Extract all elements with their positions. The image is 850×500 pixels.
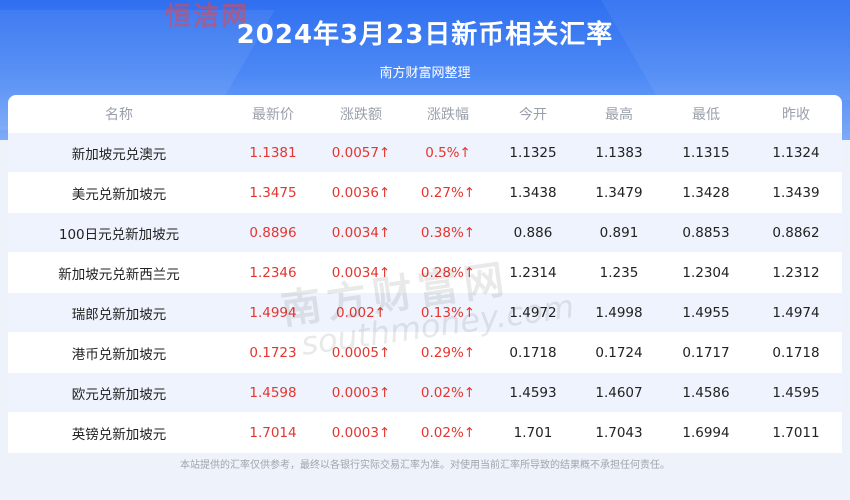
change-amount: 0.0003↑ <box>316 412 406 453</box>
open-price: 1.1325 <box>490 133 576 173</box>
table-row: 瑞郎兑新加坡元 1.4994 0.002↑ 0.13%↑ 1.4972 1.49… <box>8 292 842 333</box>
prev-close: 1.4974 <box>750 292 842 333</box>
change-amount: 0.0036↑ <box>316 172 406 213</box>
high-price: 0.1724 <box>576 332 662 373</box>
prev-close: 1.3439 <box>750 172 842 213</box>
low-price: 1.6994 <box>662 412 750 453</box>
currency-pair-name: 新加坡元兑澳元 <box>8 133 230 173</box>
change-percent: 0.02%↑ <box>406 412 490 453</box>
table-row: 欧元兑新加坡元 1.4598 0.0003↑ 0.02%↑ 1.4593 1.4… <box>8 372 842 413</box>
last-price: 1.2346 <box>230 252 316 293</box>
change-amount: 0.0034↑ <box>316 252 406 293</box>
change-percent: 0.29%↑ <box>406 332 490 373</box>
change-percent: 0.38%↑ <box>406 212 490 253</box>
rates-table: 名称 最新价 涨跌额 涨跌幅 今开 最高 最低 昨收 新加坡元兑澳元 1.138… <box>8 95 842 453</box>
table-row: 新加坡元兑澳元 1.1381 0.0057↑ 0.5%↑ 1.1325 1.13… <box>8 133 842 173</box>
table-row: 英镑兑新加坡元 1.7014 0.0003↑ 0.02%↑ 1.701 1.70… <box>8 412 842 453</box>
page-title: 2024年3月23日新币相关汇率 <box>236 20 614 50</box>
open-price: 1.4972 <box>490 292 576 333</box>
change-amount: 0.0057↑ <box>316 133 406 173</box>
high-price: 1.3479 <box>576 172 662 213</box>
high-price: 1.4607 <box>576 372 662 413</box>
prev-close: 1.2312 <box>750 252 842 293</box>
currency-pair-name: 港币兑新加坡元 <box>8 332 230 373</box>
high-price: 1.235 <box>576 252 662 293</box>
last-price: 1.7014 <box>230 412 316 453</box>
currency-pair-name: 100日元兑新加坡元 <box>8 212 230 253</box>
last-price: 0.8896 <box>230 212 316 253</box>
high-price: 1.4998 <box>576 292 662 333</box>
currency-pair-name: 美元兑新加坡元 <box>8 172 230 213</box>
prev-close: 1.7011 <box>750 412 842 453</box>
currency-pair-name: 欧元兑新加坡元 <box>8 372 230 413</box>
column-header-low: 最低 <box>692 107 720 123</box>
change-amount: 0.002↑ <box>316 292 406 333</box>
last-price: 0.1723 <box>230 332 316 373</box>
prev-close: 0.1718 <box>750 332 842 373</box>
low-price: 1.3428 <box>662 172 750 213</box>
open-price: 0.1718 <box>490 332 576 373</box>
change-percent: 0.02%↑ <box>406 372 490 413</box>
column-header-name: 名称 <box>105 107 133 123</box>
table-row: 港币兑新加坡元 0.1723 0.0005↑ 0.29%↑ 0.1718 0.1… <box>8 332 842 373</box>
rates-card: 名称 最新价 涨跌额 涨跌幅 今开 最高 最低 昨收 新加坡元兑澳元 1.138… <box>8 95 842 453</box>
low-price: 1.1315 <box>662 133 750 173</box>
currency-pair-name: 英镑兑新加坡元 <box>8 412 230 453</box>
low-price: 1.2304 <box>662 252 750 293</box>
prev-close: 0.8862 <box>750 212 842 253</box>
column-header-change: 涨跌额 <box>340 107 382 123</box>
change-percent: 0.28%↑ <box>406 252 490 293</box>
last-price: 1.4598 <box>230 372 316 413</box>
change-amount: 0.0034↑ <box>316 212 406 253</box>
currency-pair-name: 新加坡元兑新西兰元 <box>8 252 230 293</box>
page-subtitle: 南方财富网整理 <box>379 66 471 81</box>
open-price: 1.2314 <box>490 252 576 293</box>
table-row: 新加坡元兑新西兰元 1.2346 0.0034↑ 0.28%↑ 1.2314 1… <box>8 252 842 293</box>
low-price: 0.1717 <box>662 332 750 373</box>
last-price: 1.1381 <box>230 133 316 173</box>
open-price: 1.3438 <box>490 172 576 213</box>
low-price: 1.4586 <box>662 372 750 413</box>
low-price: 1.4955 <box>662 292 750 333</box>
column-header-last: 最新价 <box>252 107 294 123</box>
high-price: 0.891 <box>576 212 662 253</box>
open-price: 1.4593 <box>490 372 576 413</box>
change-amount: 0.0005↑ <box>316 332 406 373</box>
change-percent: 0.27%↑ <box>406 172 490 213</box>
change-percent: 0.13%↑ <box>406 292 490 333</box>
column-header-open: 今开 <box>519 107 547 123</box>
prev-close: 1.4595 <box>750 372 842 413</box>
disclaimer-footer: 本站提供的汇率仅供参考，最终以各银行实际交易汇率为准。对使用当前汇率所导致的结果… <box>180 460 670 471</box>
high-price: 1.1383 <box>576 133 662 173</box>
column-header-pct: 涨跌幅 <box>427 107 469 123</box>
table-row: 100日元兑新加坡元 0.8896 0.0034↑ 0.38%↑ 0.886 0… <box>8 212 842 253</box>
column-header-prev: 昨收 <box>782 107 810 123</box>
change-amount: 0.0003↑ <box>316 372 406 413</box>
open-price: 0.886 <box>490 212 576 253</box>
column-header-high: 最高 <box>605 107 633 123</box>
change-percent: 0.5%↑ <box>406 133 490 173</box>
site-logo: 恒洁网 <box>165 2 250 32</box>
currency-pair-name: 瑞郎兑新加坡元 <box>8 292 230 333</box>
last-price: 1.3475 <box>230 172 316 213</box>
prev-close: 1.1324 <box>750 133 842 173</box>
high-price: 1.7043 <box>576 412 662 453</box>
low-price: 0.8853 <box>662 212 750 253</box>
table-row: 美元兑新加坡元 1.3475 0.0036↑ 0.27%↑ 1.3438 1.3… <box>8 172 842 213</box>
table-header-row: 名称 最新价 涨跌额 涨跌幅 今开 最高 最低 昨收 <box>8 95 842 133</box>
open-price: 1.701 <box>490 412 576 453</box>
last-price: 1.4994 <box>230 292 316 333</box>
